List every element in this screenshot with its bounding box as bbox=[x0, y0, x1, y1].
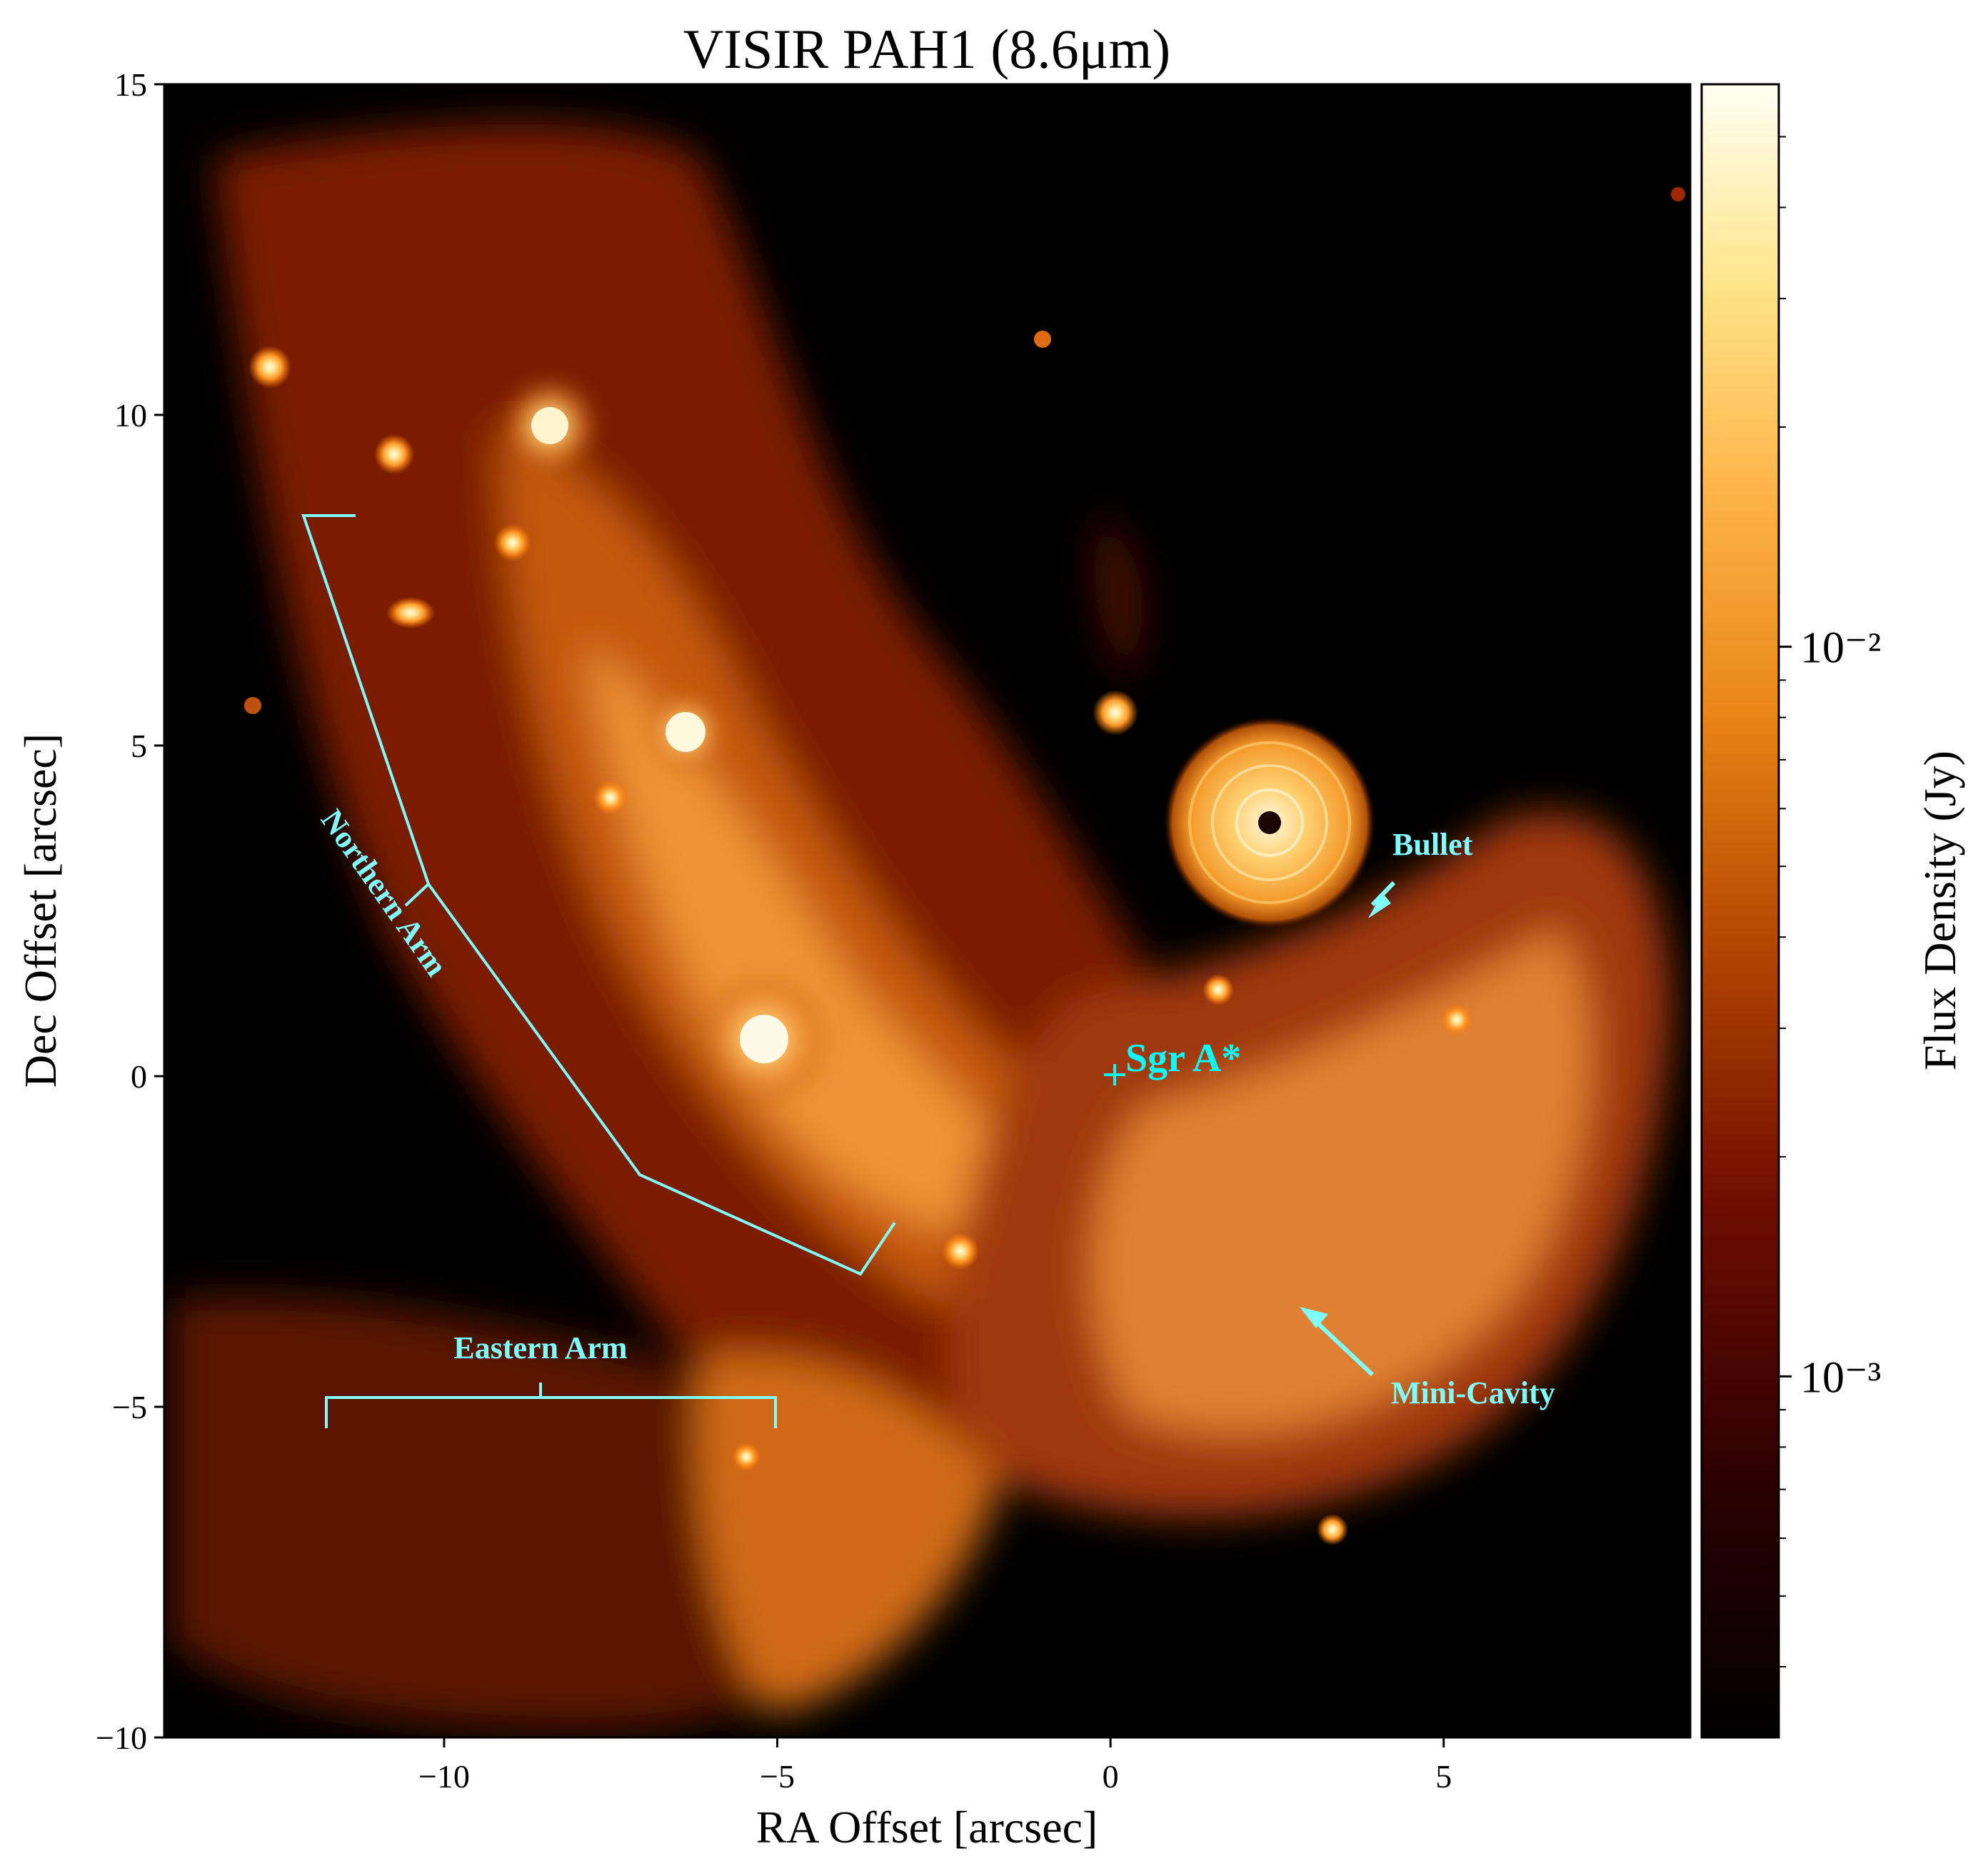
y-tick-label: −10 bbox=[96, 1720, 147, 1756]
bullet-label: Bullet bbox=[1392, 827, 1473, 862]
colorbar-label: Flux Density (Jy) bbox=[1914, 751, 1965, 1070]
chart-title: VISIR PAH1 (8.6μm) bbox=[683, 18, 1171, 80]
mini-cavity-arrowhead bbox=[1300, 1307, 1328, 1328]
northern-arm-bracket-tick bbox=[404, 883, 430, 907]
northern-arm-bracket bbox=[301, 514, 896, 1276]
point-sources bbox=[244, 187, 1685, 1545]
eastern-arm-bracket bbox=[325, 1396, 777, 1428]
y-tick-label: 10 bbox=[114, 397, 147, 433]
mini-cavity-arrow bbox=[1310, 1316, 1375, 1377]
colorbar bbox=[1700, 83, 1780, 1739]
colorbar-tick-label: 10⁻³ bbox=[1800, 1353, 1881, 1402]
x-tick-label: 5 bbox=[1435, 1758, 1452, 1795]
y-axis-label: Dec Offset [arcsec] bbox=[15, 733, 66, 1088]
colorbar-tick-label: 10⁻² bbox=[1800, 624, 1881, 673]
y-tick-label: 5 bbox=[131, 728, 147, 764]
x-axis-ticks: −10 −5 0 5 bbox=[418, 1737, 1452, 1795]
y-tick-label: 0 bbox=[131, 1058, 147, 1095]
sgr-a-label: Sgr A* bbox=[1125, 1036, 1241, 1080]
y-tick-label: 15 bbox=[114, 66, 147, 103]
x-tick-label: −5 bbox=[760, 1758, 795, 1795]
x-axis-label: RA Offset [arcsec] bbox=[756, 1802, 1098, 1852]
colorbar-ticks: 10⁻³ 10⁻² bbox=[1779, 136, 1881, 1667]
bullet-arrowhead bbox=[1368, 893, 1391, 918]
x-tick-label: 0 bbox=[1103, 1758, 1119, 1795]
x-tick-label: −10 bbox=[418, 1758, 470, 1795]
infrared-image bbox=[164, 84, 1690, 1737]
annotation-overlays bbox=[301, 514, 1396, 1428]
eastern-arm-label: Eastern Arm bbox=[453, 1330, 627, 1365]
dust-emission bbox=[171, 124, 1671, 1730]
y-tick-label: −5 bbox=[112, 1389, 147, 1425]
mini-cavity-label: Mini-Cavity bbox=[1391, 1375, 1555, 1410]
image-frame bbox=[163, 83, 1692, 1739]
y-axis-ticks: −10 −5 0 5 10 15 bbox=[96, 66, 164, 1756]
